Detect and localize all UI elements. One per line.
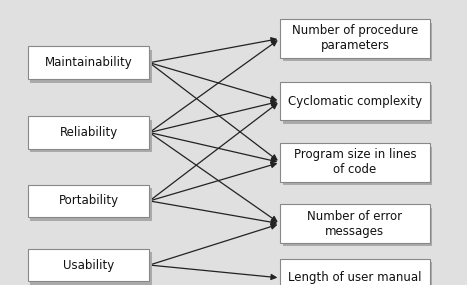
Text: Program size in lines
of code: Program size in lines of code	[294, 148, 416, 176]
Text: Usability: Usability	[63, 258, 114, 272]
FancyBboxPatch shape	[280, 259, 430, 285]
FancyBboxPatch shape	[283, 146, 432, 185]
FancyBboxPatch shape	[283, 262, 432, 285]
Text: Number of procedure
parameters: Number of procedure parameters	[292, 25, 418, 52]
Text: Number of error
messages: Number of error messages	[307, 210, 403, 238]
FancyBboxPatch shape	[28, 249, 149, 282]
FancyBboxPatch shape	[28, 46, 149, 79]
Text: Cyclomatic complexity: Cyclomatic complexity	[288, 95, 422, 108]
FancyBboxPatch shape	[30, 50, 152, 83]
Text: Portability: Portability	[59, 194, 119, 207]
Text: Maintainability: Maintainability	[45, 56, 133, 69]
FancyBboxPatch shape	[30, 252, 152, 285]
FancyBboxPatch shape	[283, 23, 432, 61]
FancyBboxPatch shape	[280, 19, 430, 58]
FancyBboxPatch shape	[280, 143, 430, 182]
FancyBboxPatch shape	[283, 208, 432, 246]
FancyBboxPatch shape	[30, 120, 152, 152]
FancyBboxPatch shape	[28, 116, 149, 149]
FancyBboxPatch shape	[30, 188, 152, 221]
FancyBboxPatch shape	[280, 205, 430, 243]
FancyBboxPatch shape	[280, 82, 430, 120]
FancyBboxPatch shape	[283, 86, 432, 124]
Text: Length of user manual: Length of user manual	[288, 271, 422, 284]
Text: Reliability: Reliability	[60, 126, 118, 139]
FancyBboxPatch shape	[28, 185, 149, 217]
